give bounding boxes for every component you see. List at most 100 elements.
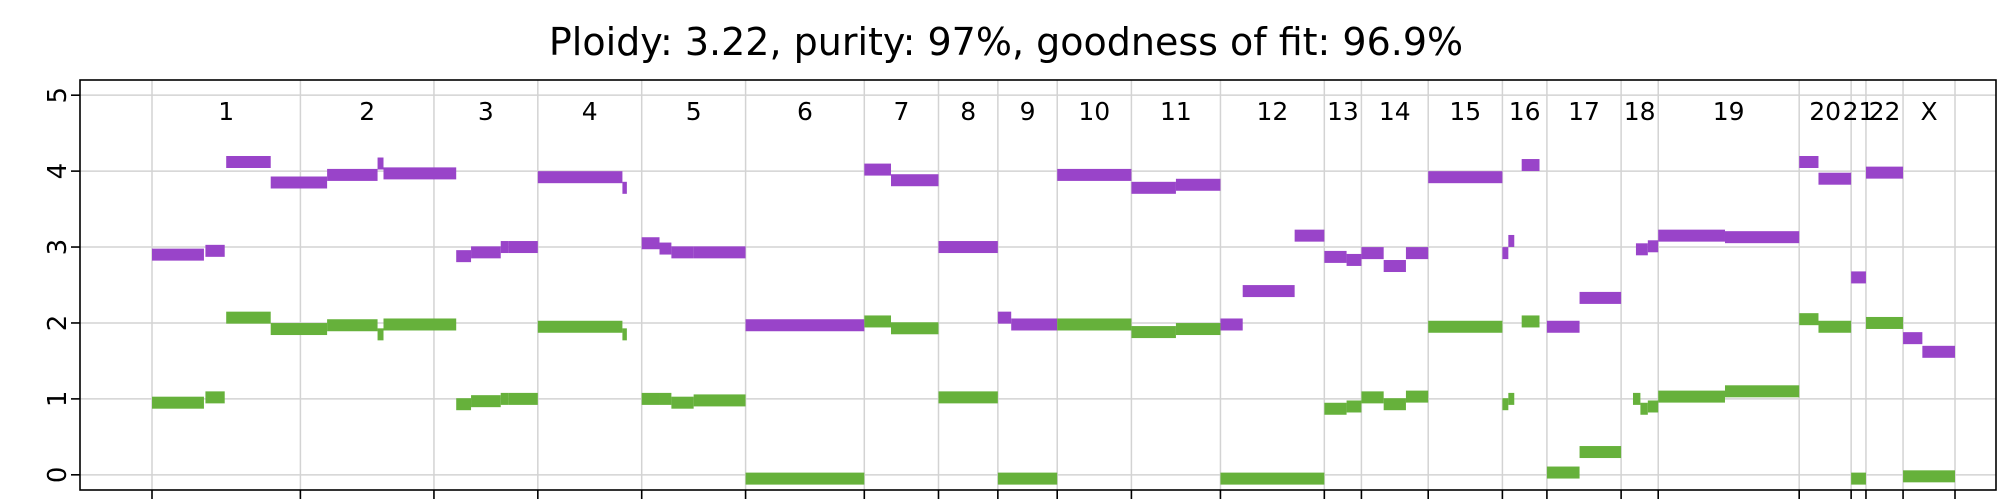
major-cn-segment [1220,318,1243,331]
chrom-label: 20 [1809,97,1841,126]
major-cn-segment [456,250,472,263]
minor-cn-segment [152,396,204,409]
major-cn-segment [659,242,672,255]
minor-cn-segment [1175,323,1221,336]
chart-title: Ploidy: 3.22, purity: 97%, goodness of f… [549,20,1463,64]
chrom-label: 14 [1379,97,1411,126]
minor-cn-segment [205,391,225,404]
minor-cn-segment [500,392,509,405]
major-cn-segment [1383,260,1406,273]
minor-cn-segment [1131,326,1176,339]
major-cn-segment [1502,247,1509,260]
minor-cn-segment [226,311,271,324]
minor-cn-segment [1521,315,1540,328]
minor-cn-segment [1658,390,1725,403]
major-cn-segment [1579,291,1622,304]
data-layer [152,156,1955,485]
major-cn-segment [1361,247,1384,260]
chrom-label: 18 [1624,97,1656,126]
minor-cn-segment [1428,320,1503,333]
y-tick-label: 4 [43,163,73,180]
chrom-label: 22 [1869,97,1901,126]
major-cn-segment [1521,159,1540,172]
minor-cn-segment [537,320,623,333]
major-cn-segment [1405,247,1429,260]
major-cn-segment [270,176,328,189]
major-cn-segment [500,241,509,254]
major-cn-segment [1818,172,1852,185]
minor-cn-segment [745,472,865,485]
major-cn-segment [938,241,998,254]
major-cn-segment [327,168,378,181]
minor-cn-segment [1865,316,1904,329]
major-cn-segment [508,241,538,254]
minor-cn-segment [671,396,694,409]
major-cn-segment [1324,250,1347,263]
y-tick-label: 3 [43,239,73,256]
chrom-label: 9 [1020,97,1036,126]
minor-cn-segment [270,323,328,336]
major-cn-segment [997,311,1012,324]
minor-cn-segment [1220,472,1325,485]
minor-cn-segment [693,394,746,407]
minor-cn-segment [864,315,892,328]
minor-cn-segment [1799,313,1819,326]
major-cn-segment [1851,271,1866,284]
chrom-label: X [1920,97,1937,126]
minor-cn-segment [1546,466,1580,479]
plot-frame [79,79,1997,491]
minor-cn-segment [1632,392,1641,405]
major-cn-segment [1175,178,1221,191]
major-cn-segment [205,244,225,257]
major-cn-segment [1346,253,1362,266]
minor-cn-segment [622,328,627,341]
major-cn-segment [383,167,457,180]
major-cn-segment [152,248,204,261]
major-cn-segment [1508,234,1515,247]
minor-cn-segment [1405,390,1429,403]
major-cn-segment [1658,229,1725,242]
major-cn-segment [641,237,660,250]
minor-cn-segment [1508,392,1515,405]
minor-cn-segment [1361,391,1384,404]
minor-cn-segment [327,319,378,332]
chrom-label: 2 [359,97,375,126]
major-cn-segment [1903,332,1923,345]
minor-cn-segment [456,398,472,411]
major-cn-segment [1865,166,1904,179]
minor-cn-segment [508,392,538,405]
y-tick-label: 0 [43,467,73,484]
major-cn-segment [226,156,271,168]
major-cn-segment [891,174,939,187]
major-cn-segment [671,246,694,259]
major-cn-segment [1635,243,1648,256]
chrom-label: 16 [1509,97,1541,126]
chrom-label: 11 [1160,97,1192,126]
major-cn-segment [1647,240,1659,253]
chrom-label: 21 [1843,97,1875,126]
minor-cn-segment [1579,446,1622,459]
chrom-label: 5 [686,97,702,126]
minor-cn-segment [1057,318,1132,331]
major-cn-segment [1546,320,1580,333]
chrom-label: 3 [478,97,494,126]
major-cn-segment [745,319,865,332]
minor-cn-segment [1724,385,1800,398]
major-cn-segment [1242,285,1295,298]
chrom-label: 7 [893,97,909,126]
chrom-label: 8 [960,97,976,126]
grid-layer [80,80,1996,490]
y-tick-label: 5 [43,87,73,104]
major-cn-segment [1922,345,1955,358]
major-cn-segment [1428,171,1503,184]
minor-cn-segment [1640,402,1648,415]
major-cn-segment [471,246,501,259]
chrom-label: 19 [1713,97,1745,126]
minor-cn-segment [1903,470,1955,483]
minor-cn-segment [1851,472,1866,485]
major-cn-segment [864,163,892,176]
chrom-label: 4 [582,97,598,126]
chrom-label: 1 [218,97,234,126]
y-axis: 0 1 2 3 4 5 [43,87,1956,499]
